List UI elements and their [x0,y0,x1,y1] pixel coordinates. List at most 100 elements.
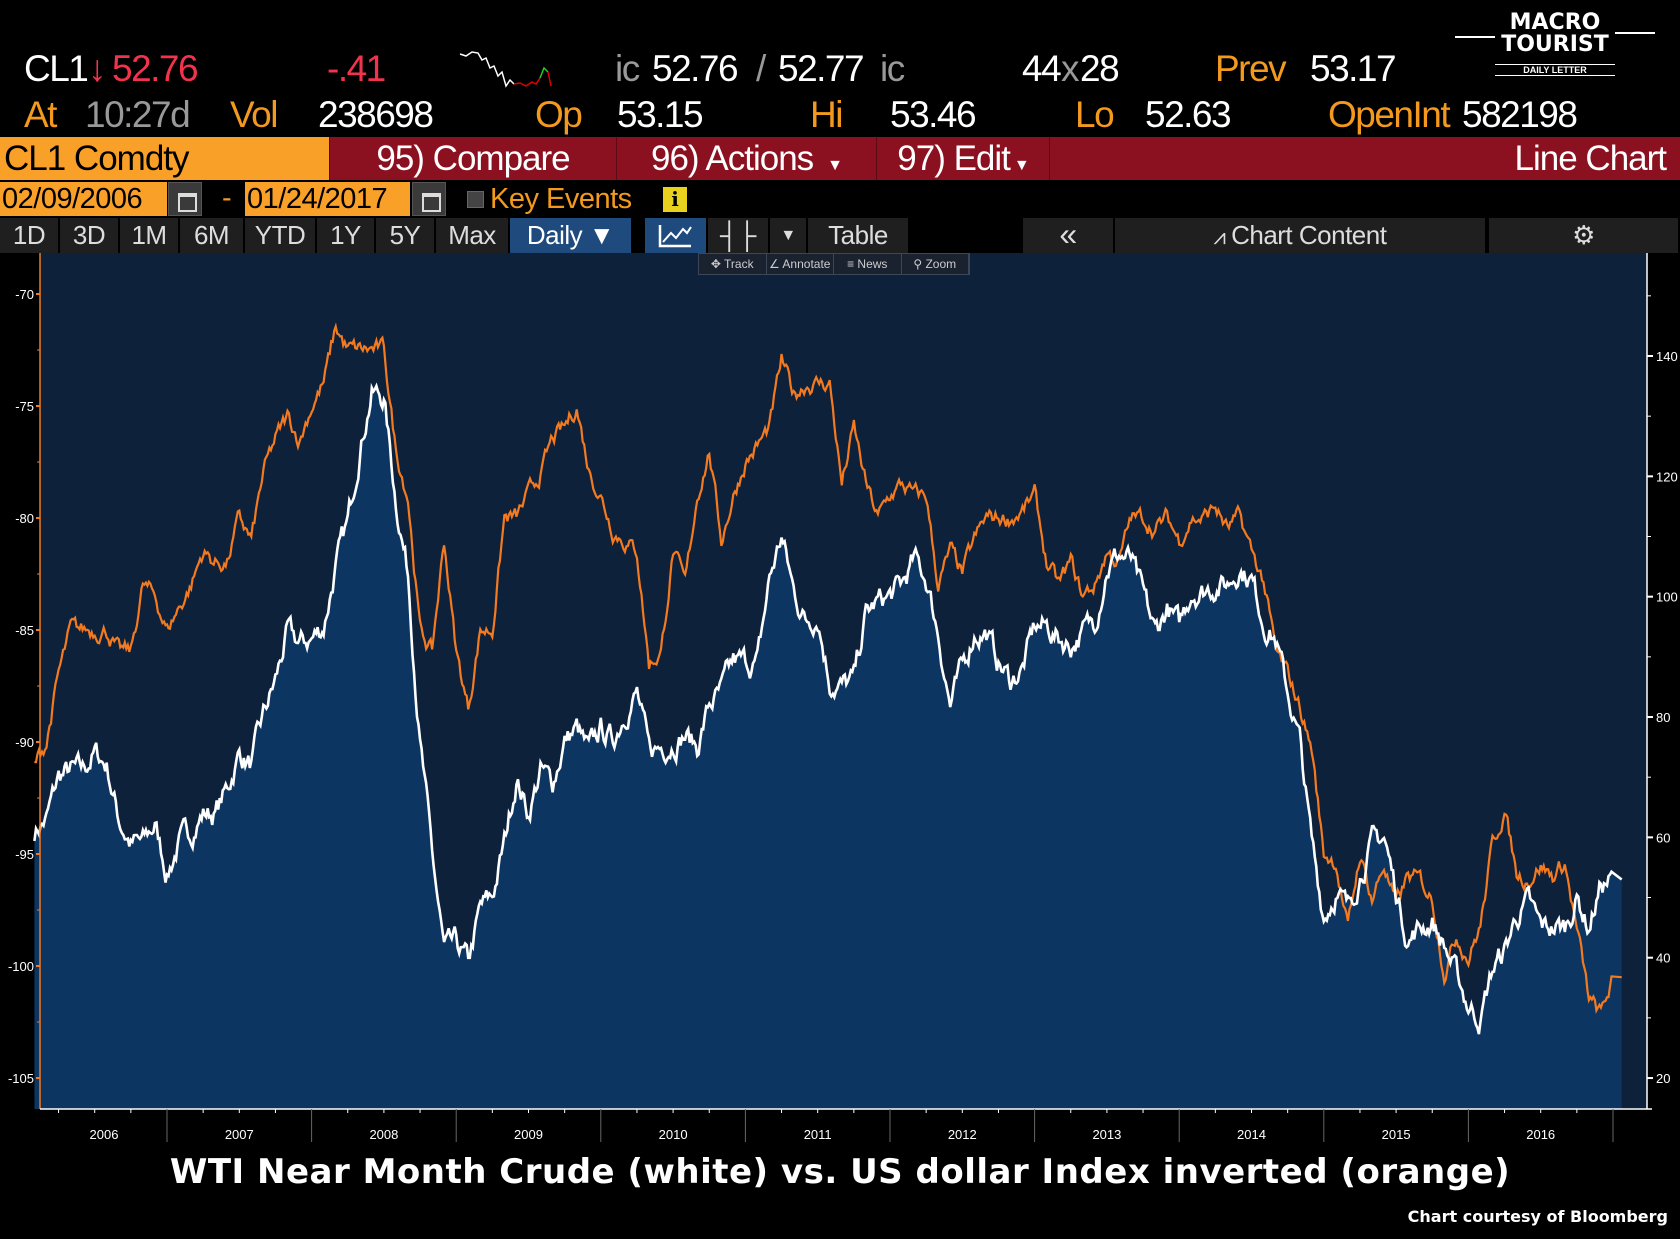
edit-label: 97) Edit [897,139,1011,178]
logo-line1: MACRO [1509,10,1601,35]
end-date-input[interactable]: 01/24/2017 [245,182,410,216]
left-tick-label: -70 [15,287,34,302]
chart-content-button[interactable]: ⩘ Chart Content [1115,218,1487,253]
at-label: At [24,94,57,135]
size-separator: x [1061,48,1080,89]
x-tick-label: 2012 [948,1127,977,1142]
key-events-label: Key Events [490,183,632,215]
start-date-input[interactable]: 02/09/2006 [0,182,167,216]
period-1d[interactable]: 1D [0,218,60,253]
prev-value: 53.17 [1310,48,1397,89]
x-tick-label: 2015 [1382,1127,1411,1142]
x-tick-label: 2009 [514,1127,543,1142]
chevron-down-icon: ▼ [1013,157,1030,174]
x-tick-label: 2010 [659,1127,688,1142]
period-6m[interactable]: 6M [180,218,245,253]
news-button[interactable]: ≡ News [834,254,902,274]
wti-area-fill [34,386,1622,1109]
net-change: -.41 [327,48,386,89]
info-icon[interactable]: i [663,187,687,212]
low-label: Lo [1075,94,1115,135]
chevron-down-icon: ▼ [827,157,843,174]
x-tick-label: 2011 [804,1127,832,1142]
last-price: 52.76 [112,48,199,89]
line-chart-icon[interactable] [645,218,708,253]
left-tick-label: -90 [15,735,34,750]
series-line-wti [33,382,1623,1035]
track-button[interactable]: ✥ Track [699,254,767,274]
vol-label: Vol [230,94,278,135]
right-tick-label: 100 [1656,590,1678,605]
period-3d[interactable]: 3D [60,218,120,253]
bid-ask-separator: / [756,48,766,89]
chart-credit: Chart courtesy of Bloomberg [1407,1207,1668,1226]
bid-price: 52.76 [652,48,739,89]
right-tick-label: 120 [1656,469,1678,484]
collapse-button[interactable]: « [1023,218,1115,253]
high-label: Hi [810,94,843,135]
down-arrow-icon: ↓ [88,48,107,89]
logo-line3: DAILY LETTER [1495,64,1615,76]
period-max[interactable]: Max [436,218,510,253]
logo-line2: TOURIST [1501,32,1609,57]
ask-price: 52.77 [778,48,865,89]
menu-bar: CL1 Comdty 95) Compare 96) Actions ▼ 97) … [0,137,1680,180]
period-1m[interactable]: 1M [120,218,180,253]
period-5y[interactable]: 5Y [376,218,436,253]
bid-size: 44 [1022,48,1062,89]
chart-mini-toolbar: ✥ Track ∠ Annotate ≡ News ⚲ Zoom [698,253,970,275]
chevron-down-icon[interactable]: ▼ [770,218,808,253]
left-tick-label: -100 [8,959,34,974]
calendar-icon[interactable] [412,182,446,216]
date-separator: - [222,182,232,214]
x-tick-label: 2008 [369,1127,398,1142]
annotate-button[interactable]: ∠ Annotate [767,254,834,274]
zoom-button[interactable]: ⚲ Zoom [902,254,969,274]
prev-label: Prev [1215,48,1287,89]
actions-label: 96) Actions [651,139,814,178]
chart-content-label: Chart Content [1231,220,1387,250]
right-tick-label: 40 [1656,951,1670,966]
high-value: 53.46 [890,94,977,135]
left-tick-label: -80 [15,511,34,526]
series-line-dxy-inverted [34,322,1622,1014]
right-tick-label: 140 [1656,349,1678,364]
vol-value: 238698 [318,94,434,135]
calendar-icon[interactable] [168,182,202,216]
key-events-checkbox[interactable] [467,191,484,208]
left-tick-label: -95 [15,847,34,862]
chart-title: WTI Near Month Crude (white) vs. US doll… [169,1152,1511,1192]
frequency-dropdown[interactable]: Daily ▼ [510,218,633,253]
edit-menu[interactable]: 97) Edit ▼ [877,137,1050,180]
security-field[interactable]: CL1 Comdty [0,137,330,180]
period-1y[interactable]: 1Y [317,218,376,253]
ticker: CL1 [24,48,89,89]
open-interest-label: OpenInt [1328,94,1451,135]
view-title: Line Chart [1514,139,1667,178]
gear-icon[interactable]: ⚙ [1489,218,1680,253]
bar-chart-type-icon[interactable]: ┤├ [708,218,770,253]
period-ytd[interactable]: YTD [245,218,317,253]
open-label: Op [535,94,583,135]
x-tick-label: 2007 [225,1127,254,1142]
macro-tourist-logo: MACRO TOURIST DAILY LETTER [1455,10,1665,85]
left-tick-label: -85 [15,623,34,638]
left-tick-label: -75 [15,399,34,414]
ask-condition: ic [880,48,905,89]
right-tick-label: 20 [1656,1071,1670,1086]
table-button[interactable]: Table [808,218,910,253]
bid-condition: ic [615,48,640,89]
compare-button[interactable]: 95) Compare [330,137,617,180]
open-value: 53.15 [617,94,704,135]
x-tick-label: 2014 [1237,1127,1266,1142]
actions-menu[interactable]: 96) Actions ▼ [617,137,877,180]
ask-size: 28 [1080,48,1120,89]
time-value: 10:27d [85,94,191,135]
right-tick-label: 80 [1656,710,1670,725]
x-tick-label: 2006 [90,1127,119,1142]
chart-content-icon: ⩘ [1213,224,1232,249]
x-tick-label: 2016 [1526,1127,1555,1142]
right-tick-label: 60 [1656,830,1670,845]
low-value: 52.63 [1145,94,1232,135]
